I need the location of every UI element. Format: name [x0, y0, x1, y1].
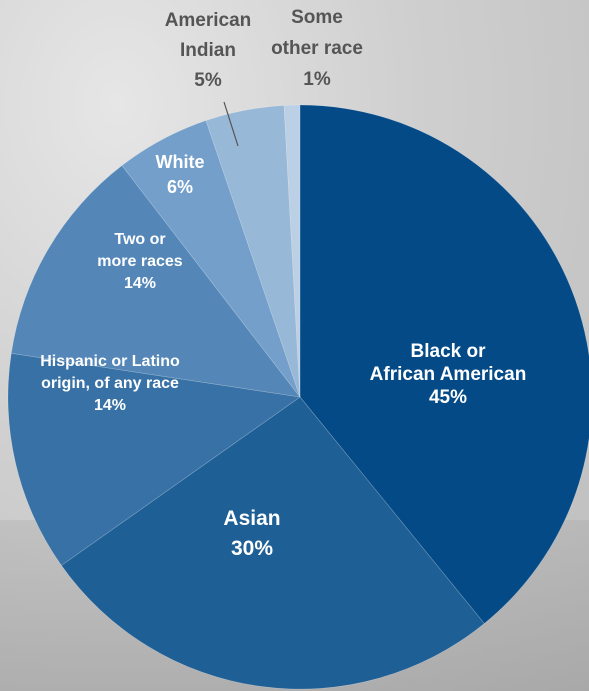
- pie-slice-american-indian: [205, 105, 301, 398]
- slice-label-american-indian: American Indian 5%: [165, 10, 252, 91]
- slice-label-line: other race: [271, 38, 363, 59]
- pie-slice-white: [121, 120, 301, 398]
- slice-label-two-or-more-races: Two or more races 14%: [97, 231, 182, 292]
- pie-slice-hispanic-or-latino-origin-of-any-race: [7, 352, 301, 566]
- leader-line-american-indian: [223, 101, 239, 147]
- pie-slice-two-or-more-races: [10, 165, 301, 398]
- slice-label-line: Asian: [223, 507, 280, 530]
- slice-label-line: Two or: [114, 231, 165, 248]
- pie-slice-black-or-african-american: [299, 104, 589, 624]
- slice-percent: 5%: [194, 70, 222, 91]
- slice-label-some-other-race: Some other race 1%: [271, 7, 363, 90]
- slice-label-asian: Asian 30%: [223, 507, 280, 560]
- slice-label-line: African American: [370, 364, 527, 385]
- pie-slices: [7, 104, 589, 690]
- slice-percent: 30%: [231, 537, 273, 560]
- slice-percent: 14%: [94, 397, 126, 414]
- slice-label-line: Indian: [180, 40, 236, 61]
- slice-label-line: White: [156, 152, 205, 172]
- slice-percent: 1%: [303, 69, 331, 90]
- slice-label-white: White 6%: [156, 152, 205, 197]
- slice-label-hispanic-or-latino-origin-of-any-race: Hispanic or Latino origin, of any race 14%: [40, 353, 180, 414]
- slice-label-line: American: [165, 10, 252, 31]
- slice-label-line: origin, of any race: [41, 375, 179, 392]
- pie-slice-asian: [61, 396, 485, 690]
- slice-label-line: Black or: [411, 341, 487, 362]
- slice-percent: 45%: [429, 387, 467, 408]
- slice-percent: 6%: [167, 177, 193, 197]
- slice-label-black-or-african-american: Black or African American 45%: [370, 341, 527, 408]
- slice-label-line: Hispanic or Latino: [40, 353, 180, 370]
- pie-labels: Black or African American 45% Asian 30% Hispa…: [40, 7, 526, 560]
- slice-label-line: Some: [291, 7, 343, 28]
- slice-label-line: more races: [97, 253, 182, 270]
- pie-slice-some-other-race: [283, 104, 301, 398]
- slice-percent: 14%: [124, 275, 156, 292]
